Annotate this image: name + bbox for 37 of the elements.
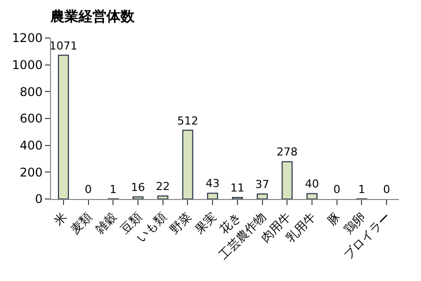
x-tick-label: 野菜 [167,210,194,237]
y-tick-label: 600 [20,112,43,126]
data-label: 43 [206,177,220,190]
bar [207,192,218,199]
bar [157,196,168,199]
bar [132,196,144,199]
y-tick-label: 800 [20,84,43,99]
data-label: 278 [276,146,298,159]
x-tick-label: 果実 [192,210,219,237]
data-label: 11 [230,182,244,195]
bar [182,130,194,199]
y-tick-label: 1200 [12,31,43,46]
data-label: 1 [358,182,366,196]
data-label: 1071 [49,39,78,52]
bar [306,193,318,199]
data-label: 0 [383,183,390,196]
y-tick-label: 0 [34,192,43,206]
data-label: 16 [131,180,145,194]
x-tick-label: 麦類 [68,210,95,237]
x-tick-label: 豚 [324,210,344,228]
x-tick-label: 米 [51,210,70,228]
x-tick-label: 雑穀 [92,210,120,237]
bar [282,161,293,199]
data-label: 1 [110,182,117,196]
data-label: 0 [333,183,340,196]
bar [256,194,268,199]
chart-title: 農業経営体数 [50,9,136,26]
data-label: 40 [305,178,319,191]
y-tick-label: 1000 [12,58,43,72]
data-label: 22 [156,180,170,194]
bar [58,54,69,199]
y-tick-label: 200 [20,165,43,180]
data-label: 512 [177,114,198,128]
data-label: 37 [255,178,270,192]
data-label: 0 [84,183,92,196]
x-tick-label: 豆類 [117,210,144,237]
y-tick-label: 400 [20,138,43,153]
